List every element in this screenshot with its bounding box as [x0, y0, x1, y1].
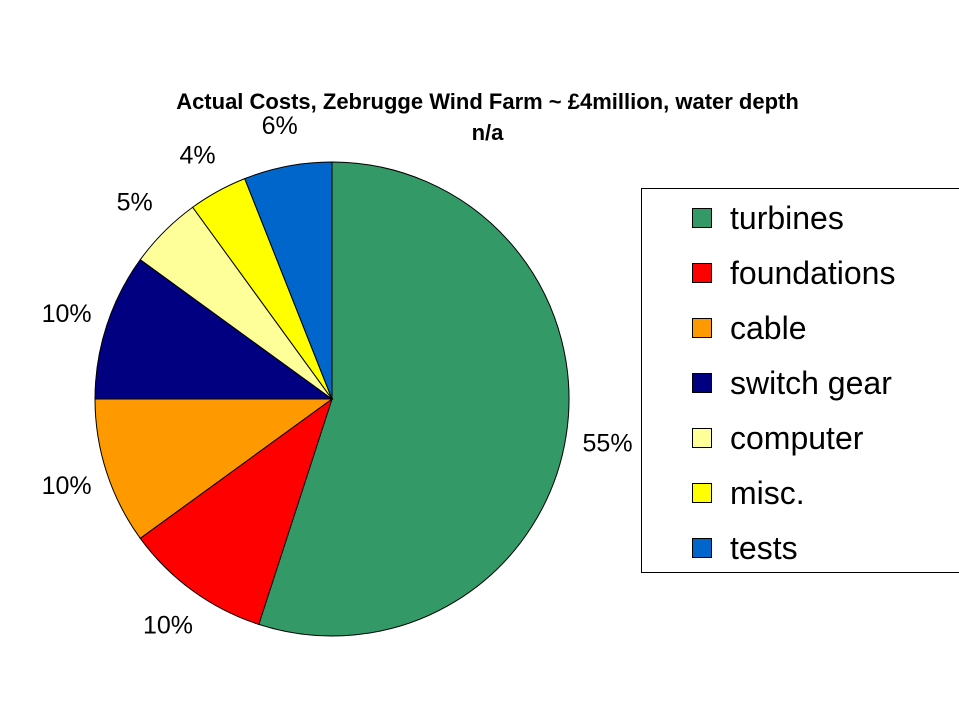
data-label: 6%	[262, 112, 298, 140]
chart-title-line-2: n/a	[471, 120, 504, 145]
legend-label: tests	[730, 529, 798, 566]
legend-label: switch gear	[730, 364, 892, 401]
pie-slice-cable	[94, 398, 334, 540]
data-label: 5%	[117, 189, 153, 217]
legend-item: tests	[692, 528, 798, 568]
data-label: 10%	[42, 300, 92, 328]
legend-item: switch gear	[692, 363, 892, 403]
legend-label: cable	[730, 309, 807, 346]
legend: turbines foundations cable switch gear compu…	[641, 188, 959, 573]
legend-item: turbines	[692, 198, 844, 238]
legend-swatch	[692, 538, 712, 558]
legend-label: turbines	[730, 199, 844, 236]
chart-title-line-1: Actual Costs, Zebrugge Wind Farm ~ £4mil…	[176, 89, 799, 114]
data-label: 10%	[42, 472, 92, 500]
legend-label: computer	[730, 419, 864, 456]
data-label: 55%	[583, 430, 633, 458]
legend-swatch	[692, 483, 712, 503]
legend-swatch	[692, 373, 712, 393]
pie-slice-tests	[244, 161, 333, 400]
pie-slice-foundations	[139, 397, 333, 626]
legend-swatch	[692, 318, 712, 338]
legend-label: foundations	[730, 254, 896, 291]
data-label: 4%	[180, 142, 216, 170]
legend-label: misc.	[730, 474, 805, 511]
legend-item: misc.	[692, 473, 805, 513]
chart-title: Actual Costs, Zebrugge Wind Farm ~ £4mil…	[90, 86, 885, 148]
legend-item: cable	[692, 308, 807, 348]
legend-item: foundations	[692, 253, 895, 293]
data-label: 10%	[143, 612, 193, 640]
legend-item: computer	[692, 418, 863, 458]
legend-swatch	[692, 208, 712, 228]
pie-slice-turbines	[258, 161, 570, 637]
legend-swatch	[692, 428, 712, 448]
legend-swatch	[692, 263, 712, 283]
pie-slice-switch-gear	[94, 258, 334, 400]
